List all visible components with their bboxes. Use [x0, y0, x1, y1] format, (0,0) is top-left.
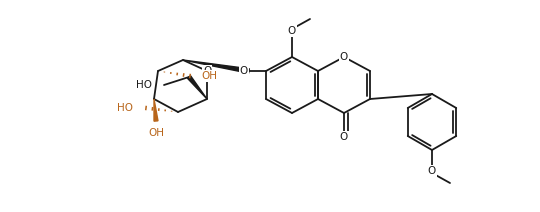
Text: OH: OH	[201, 71, 217, 81]
Text: O: O	[203, 66, 211, 76]
Text: O: O	[428, 166, 436, 176]
Text: HO: HO	[136, 80, 152, 90]
Text: O: O	[240, 66, 248, 76]
Polygon shape	[154, 99, 158, 121]
Text: HO: HO	[117, 103, 133, 113]
Polygon shape	[187, 76, 207, 99]
Text: OH: OH	[148, 128, 164, 138]
Text: O: O	[340, 132, 348, 142]
Text: O: O	[340, 52, 348, 62]
Text: O: O	[288, 26, 296, 36]
Polygon shape	[183, 60, 249, 73]
